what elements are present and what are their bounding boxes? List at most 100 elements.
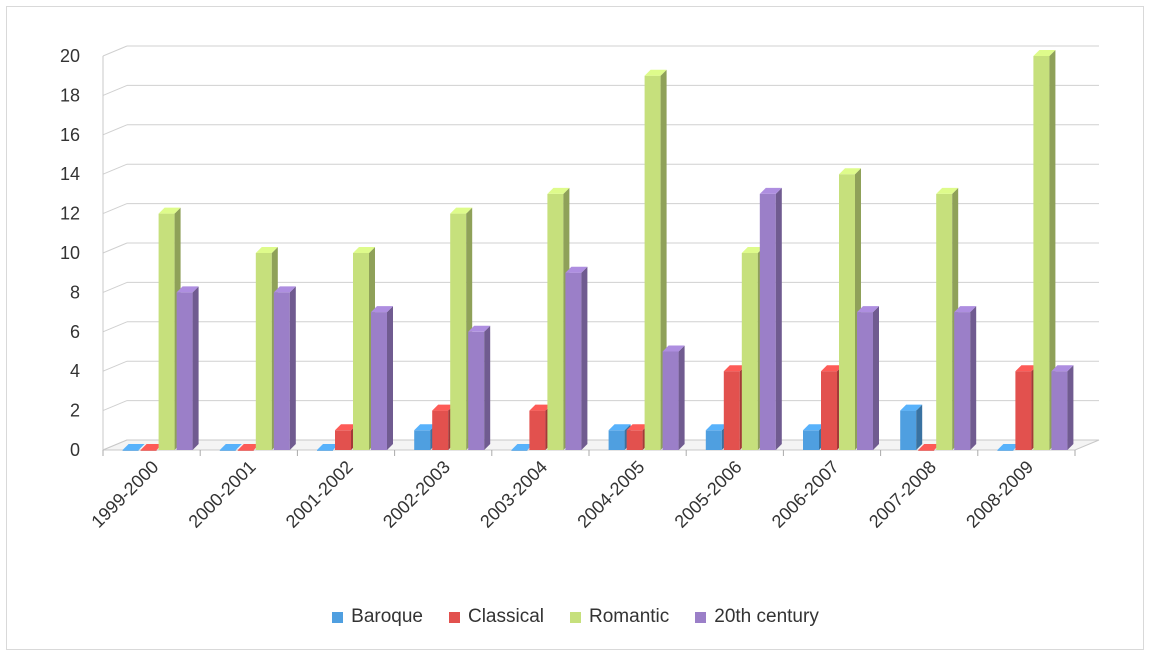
- bar-front: [1051, 371, 1068, 450]
- bar-front: [565, 272, 582, 450]
- bar-side: [873, 306, 879, 450]
- bar-top: [468, 325, 491, 332]
- bar-baroque: [317, 444, 339, 451]
- y-tick-label: 18: [60, 85, 80, 105]
- bar-top: [565, 266, 588, 273]
- bars: [122, 50, 1074, 451]
- legend-item: Baroque: [332, 606, 423, 628]
- bar-front: [954, 312, 971, 450]
- bar-top: [511, 444, 534, 450]
- bar-20th-century: [371, 306, 393, 450]
- y-tick-label: 10: [60, 243, 80, 263]
- bar-top: [140, 444, 163, 450]
- bar-front: [741, 253, 758, 450]
- bar-front: [662, 351, 679, 450]
- bar-front: [176, 292, 193, 450]
- y-tick-label: 20: [60, 46, 80, 66]
- bar-top: [255, 247, 278, 253]
- bar-front: [857, 312, 873, 450]
- gridline-side: [102, 163, 128, 175]
- bar-front: [468, 331, 485, 450]
- y-tick-label: 6: [70, 322, 80, 342]
- bar-baroque: [219, 444, 242, 451]
- bar-chart: 0 2 4 6 8 10 12 14 16 18 20 1999-2000 2000-2001 2001-…: [60, 45, 1100, 532]
- legend-swatch: [448, 611, 460, 623]
- legend-swatch: [332, 611, 344, 623]
- x-tick-label: 2004-2005: [573, 457, 648, 532]
- bar-top: [759, 187, 782, 194]
- bar-front: [371, 312, 387, 450]
- legend-label: 20th century: [714, 606, 819, 627]
- bar-top: [954, 306, 977, 313]
- bar-front: [511, 450, 528, 451]
- y-tick-label: 4: [70, 361, 80, 381]
- bar-top: [547, 187, 570, 194]
- x-tick-label: 1999-2000: [87, 457, 162, 532]
- bar-20th-century: [273, 286, 296, 450]
- bar-top: [353, 247, 375, 253]
- bar-top: [122, 444, 145, 450]
- bar-front: [122, 450, 139, 451]
- y-tick-label: 8: [70, 282, 80, 302]
- bar-classical: [237, 444, 260, 451]
- gridline-side: [102, 281, 128, 293]
- bar-front: [608, 430, 625, 450]
- bar-top: [237, 444, 260, 450]
- gridline-side: [102, 203, 128, 215]
- bar-romantic: [1033, 50, 1056, 450]
- legend-item: Classical: [448, 606, 545, 628]
- bar-front: [644, 75, 661, 450]
- x-tick-label: 2006-2007: [768, 457, 843, 532]
- bar-20th-century: [759, 187, 782, 450]
- bar-top: [644, 69, 667, 76]
- bar-front: [158, 213, 175, 450]
- bar-front: [353, 253, 369, 450]
- x-tick-labels: 1999-2000 2000-2001 2001-2002 2002-2003 2003…: [87, 457, 1037, 532]
- bar-top: [529, 404, 552, 411]
- x-tick-label: 2003-2004: [476, 457, 551, 532]
- gridline-side: [102, 360, 128, 372]
- bar-top: [317, 444, 339, 450]
- legend-item: 20th century: [695, 606, 819, 628]
- bar-baroque: [900, 404, 923, 450]
- legend-item: Romantic: [570, 606, 669, 628]
- bar-top: [450, 207, 473, 214]
- bar-top: [1015, 365, 1038, 372]
- bar-top: [821, 365, 843, 372]
- gridline-side: [102, 124, 128, 136]
- y-tick-label: 12: [60, 204, 80, 224]
- bar-side: [581, 266, 588, 450]
- bar-front: [918, 450, 935, 451]
- y-tick-labels: 0 2 4 6 8 10 12 14 16 18 20: [60, 46, 80, 460]
- bar-front: [255, 253, 272, 450]
- bar-classical: [140, 444, 163, 451]
- bar-20th-century: [1051, 365, 1074, 450]
- x-tick-label: 2005-2006: [671, 457, 746, 532]
- bar-baroque: [122, 444, 145, 451]
- bar-top: [857, 306, 879, 313]
- x-tick-label: 2007-2008: [865, 457, 940, 532]
- bar-top: [997, 444, 1020, 450]
- x-tick-label: 2000-2001: [185, 457, 260, 532]
- bar-top: [414, 424, 437, 431]
- legend-label: Classical: [467, 606, 545, 627]
- gridline-side: [102, 84, 128, 96]
- bar-front: [821, 371, 837, 450]
- y-tick-label: 0: [70, 440, 80, 460]
- bar-top: [608, 424, 631, 431]
- bar-front: [529, 410, 546, 450]
- bar-baroque: [997, 444, 1020, 451]
- bar-front: [432, 410, 449, 450]
- bar-side: [678, 345, 685, 450]
- bar-front: [335, 430, 351, 450]
- bar-front: [936, 193, 953, 450]
- bar-side: [192, 286, 199, 450]
- bar-side: [1049, 50, 1056, 450]
- bar-20th-century: [468, 325, 491, 450]
- bar-top: [803, 424, 825, 431]
- bar-front: [450, 213, 467, 450]
- legend-swatch: [570, 611, 582, 623]
- bar-top: [918, 444, 941, 450]
- bar-top: [273, 286, 296, 293]
- bar-top: [1033, 50, 1056, 56]
